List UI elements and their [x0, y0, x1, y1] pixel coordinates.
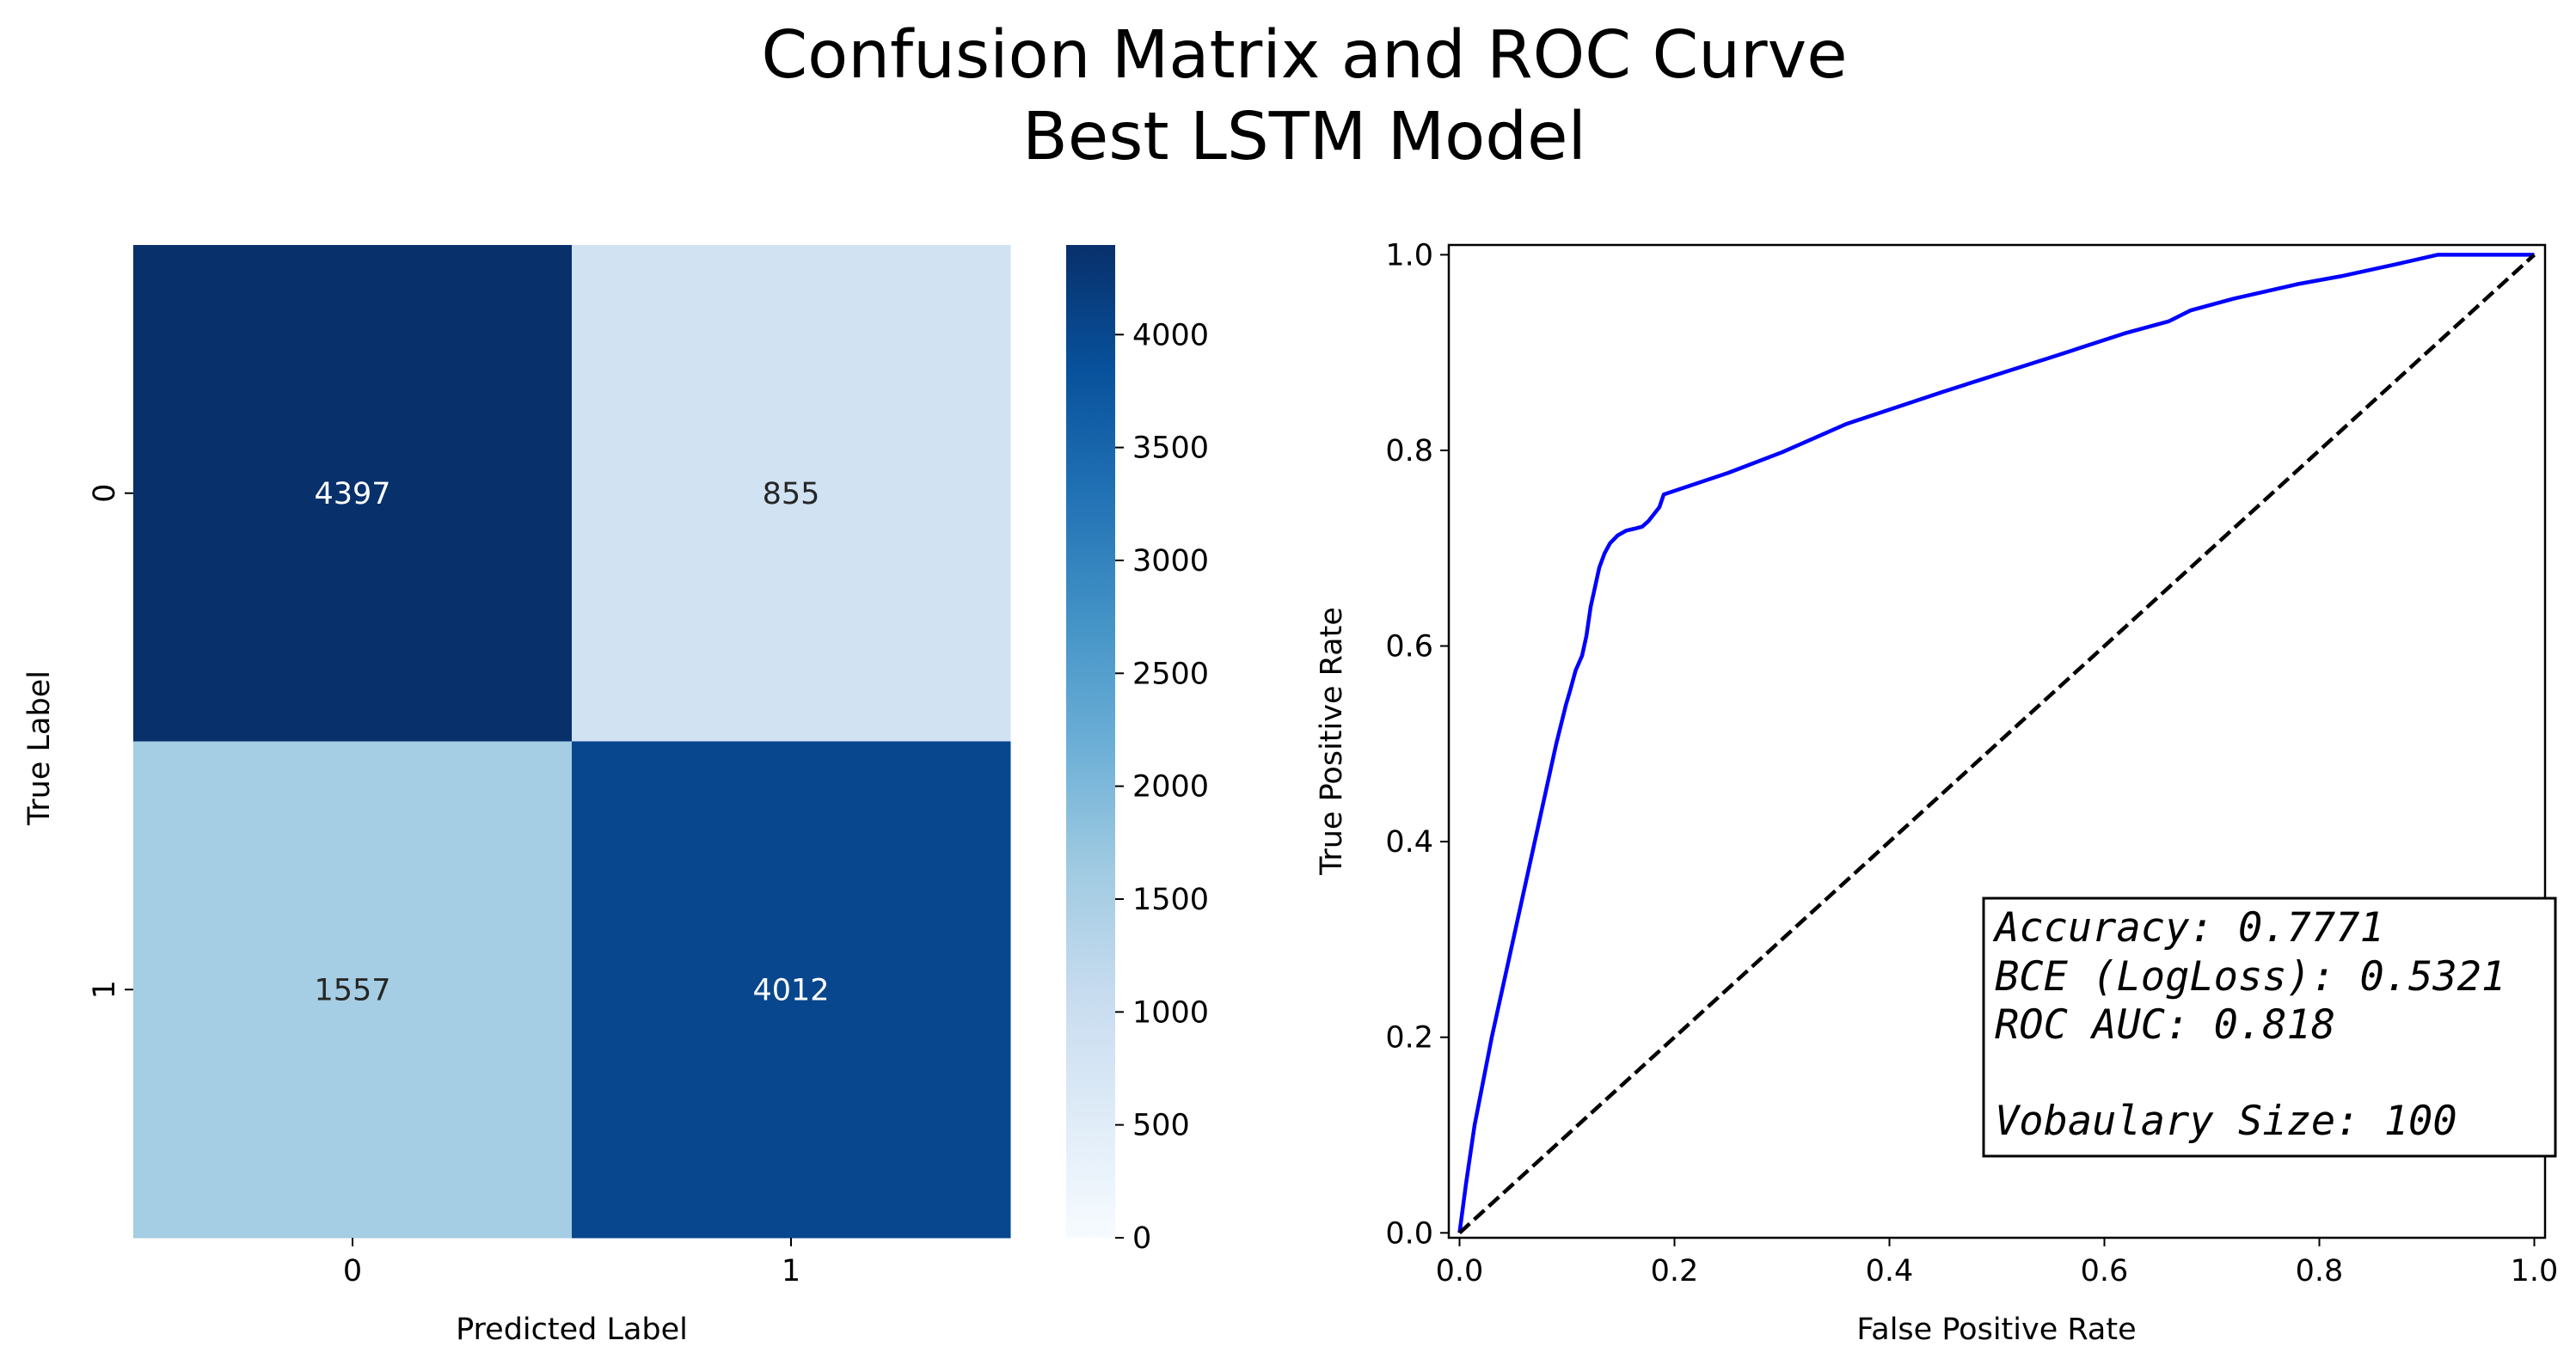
colorbar-tick-label: 1000	[1132, 995, 1209, 1030]
colorbar-tick-label: 2000	[1132, 770, 1209, 805]
cm-cell-value: 1557	[314, 973, 390, 1007]
figure-title-line2: Best LSTM Model	[1022, 99, 1586, 175]
roc-y-tick-label: 0.4	[1385, 825, 1433, 860]
cm-cell-value: 855	[763, 477, 820, 511]
chance-diagonal	[1457, 253, 2536, 1234]
roc-lines	[1457, 253, 2536, 1234]
cm-x-tick-label: 1	[782, 1254, 800, 1288]
cm-cell-value: 4012	[752, 973, 829, 1007]
metrics-box: Accuracy: 0.7771 BCE (LogLoss): 0.5321 R…	[1982, 897, 2557, 1158]
colorbar-tick-label: 1500	[1132, 883, 1209, 917]
colorbar-gradient	[1066, 245, 1115, 1238]
cm-y-axis-label: True Label	[22, 670, 57, 826]
metrics-accuracy: Accuracy: 0.7771	[1992, 904, 2384, 952]
confusion-matrix-cells: 4397 855 1557 4012	[133, 245, 1011, 1239]
metrics-box-frame	[1982, 897, 2557, 1158]
colorbar-tick-label: 3500	[1132, 431, 1209, 466]
roc-curve	[1457, 253, 2535, 1233]
cm-cell-value: 4397	[314, 477, 390, 511]
roc-x-tick-label: 0.6	[2081, 1254, 2129, 1288]
roc-x-tick-label: 0.0	[1436, 1254, 1484, 1288]
colorbar-tick-label: 0	[1132, 1221, 1151, 1256]
colorbar-tick-label: 4000	[1132, 318, 1209, 352]
roc-axes-frame	[1447, 243, 2547, 1239]
roc-x-tick-label: 1.0	[2511, 1254, 2559, 1288]
figure-title-line1: Confusion Matrix and ROC Curve	[761, 17, 1847, 94]
roc-panel: 0.0 0.2 0.4 0.6 0.8 1.0 0.0 0.2 0.4 0.6 0.8 1.0 Fal…	[1315, 238, 2558, 1347]
colorbar-tick-label: 3000	[1132, 544, 1209, 578]
roc-x-tick-label: 0.2	[1651, 1254, 1699, 1288]
confusion-matrix-ticks: 0 1 0 1	[88, 484, 800, 1288]
cm-y-tick-label: 1	[88, 980, 122, 999]
metrics-vocab-size: Vobaulary Size: 100	[1995, 1098, 2457, 1145]
metrics-bce: BCE (LogLoss): 0.5321	[1995, 953, 2505, 1001]
roc-x-axis-label: False Positive Rate	[1856, 1313, 2136, 1347]
metrics-roc-auc: ROC AUC: 0.818	[1995, 1001, 2335, 1049]
roc-y-axis-label: True Positive Rate	[1315, 607, 1349, 876]
cm-cell	[572, 245, 1011, 742]
roc-y-tick-label: 0.0	[1385, 1216, 1433, 1251]
roc-ticks: 0.0 0.2 0.4 0.6 0.8 1.0 0.0 0.2 0.4 0.6 0.8 1.0	[1385, 238, 2558, 1288]
colorbar-tick-label: 500	[1132, 1109, 1190, 1143]
roc-x-tick-label: 0.8	[2296, 1254, 2344, 1288]
roc-y-tick-label: 1.0	[1385, 238, 1433, 272]
cm-y-tick-label: 0	[88, 484, 122, 503]
roc-y-tick-label: 0.8	[1385, 434, 1433, 468]
cm-cell	[133, 245, 573, 742]
roc-y-tick-label: 0.6	[1385, 630, 1433, 664]
confusion-matrix-panel: 4397 855 1557 4012 0 1 0 1 Predicted Label Tru…	[22, 245, 1011, 1347]
cm-cell	[572, 741, 1011, 1239]
roc-y-tick-label: 0.2	[1385, 1021, 1433, 1056]
cm-cell	[133, 741, 573, 1239]
roc-x-tick-label: 0.4	[1866, 1254, 1914, 1288]
cm-x-tick-label: 0	[343, 1254, 362, 1288]
colorbar-tick-label: 2500	[1132, 657, 1209, 691]
colorbar-ticks: 0 500 1000 1500 2000 2500 3000 3500 4000	[1115, 318, 1209, 1256]
cm-x-axis-label: Predicted Label	[456, 1313, 688, 1347]
colorbar: 0 500 1000 1500 2000 2500 3000 3500 4000	[1066, 245, 1209, 1256]
